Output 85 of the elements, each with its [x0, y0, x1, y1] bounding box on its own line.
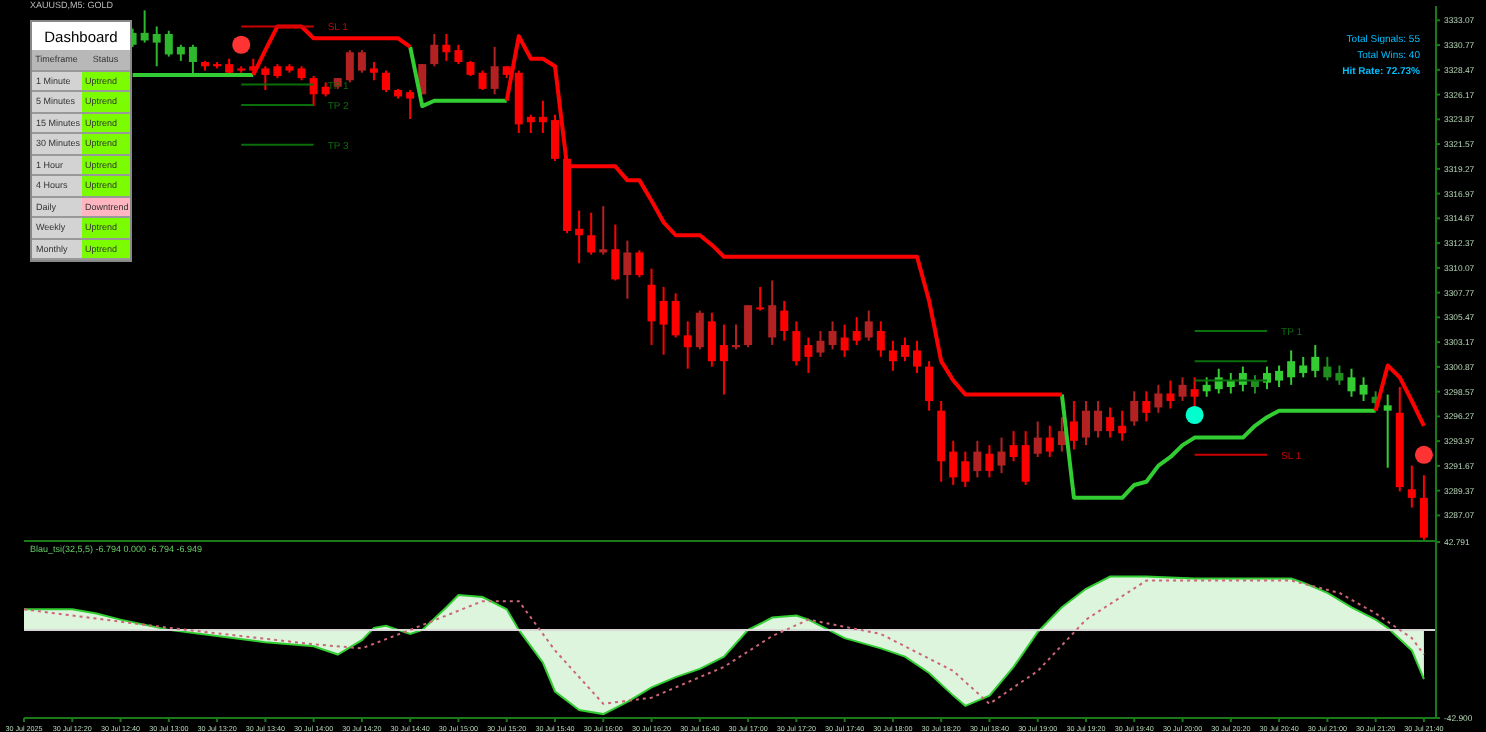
candlestick — [1202, 376, 1211, 398]
candlestick — [454, 43, 463, 66]
candlestick — [406, 88, 415, 121]
candlestick — [828, 320, 837, 351]
candlestick — [852, 316, 861, 347]
candlestick — [382, 69, 391, 94]
candlestick — [550, 113, 559, 162]
candlestick — [973, 439, 982, 479]
candlestick — [647, 267, 656, 347]
candlestick — [695, 309, 704, 351]
point — [232, 35, 251, 54]
candlestick — [1323, 355, 1332, 382]
candlestick — [538, 99, 547, 134]
candlestick — [888, 339, 897, 372]
candlestick — [1419, 474, 1428, 541]
candlestick — [876, 320, 885, 358]
candlestick — [780, 299, 789, 342]
candlestick — [840, 323, 849, 358]
candlestick — [659, 285, 668, 356]
candlestick — [1094, 400, 1103, 439]
candlestick — [430, 32, 439, 68]
candlestick — [1263, 365, 1272, 391]
candlestick — [707, 311, 716, 368]
candlestick — [623, 239, 632, 300]
candlestick — [671, 292, 680, 339]
candlestick — [816, 330, 825, 358]
candlestick — [1130, 390, 1139, 427]
candlestick — [961, 450, 970, 489]
candlestick — [804, 336, 813, 375]
candlestick — [611, 223, 620, 282]
candlestick — [188, 43, 197, 77]
candlestick — [1383, 393, 1392, 469]
candlestick — [140, 9, 149, 44]
candlestick — [490, 45, 499, 96]
candlestick — [1178, 376, 1187, 402]
candlestick — [925, 360, 934, 412]
candlestick — [1154, 383, 1163, 414]
candlestick — [792, 320, 801, 367]
candlestick — [1142, 390, 1151, 423]
candlestick — [683, 320, 692, 370]
candlestick — [1347, 367, 1356, 398]
candlestick — [575, 209, 584, 265]
candlestick — [1359, 376, 1368, 402]
point — [1185, 405, 1204, 425]
candlestick — [1287, 349, 1296, 386]
candlestick — [357, 49, 366, 74]
candlestick — [913, 339, 922, 375]
candlestick — [1299, 355, 1308, 379]
candlestick — [369, 60, 378, 82]
candlestick — [345, 49, 354, 84]
candlestick — [744, 304, 753, 349]
candlestick — [1021, 430, 1030, 486]
candlestick — [1081, 400, 1090, 447]
candlestick — [526, 113, 535, 134]
candlestick — [152, 25, 161, 68]
candlestick — [1166, 379, 1175, 410]
candlestick — [1407, 464, 1416, 509]
candlestick — [1118, 409, 1127, 442]
candlestick — [900, 336, 909, 363]
candlestick — [635, 249, 644, 279]
candlestick — [1311, 344, 1320, 379]
candlestick — [1275, 364, 1284, 389]
point — [1414, 445, 1433, 464]
candlestick — [164, 29, 173, 58]
candlestick — [587, 211, 596, 256]
candlestick — [1009, 430, 1018, 463]
candlestick — [1033, 420, 1042, 458]
candlestick — [1045, 424, 1054, 458]
candlestick — [732, 323, 740, 351]
candlestick — [1335, 364, 1344, 386]
candlestick — [442, 32, 451, 62]
candlestick — [864, 309, 873, 342]
candlestick — [768, 279, 777, 347]
candlestick — [261, 65, 270, 91]
candlestick — [949, 439, 958, 486]
candlestick — [719, 323, 728, 396]
candlestick — [1106, 406, 1115, 439]
candlestick — [985, 444, 994, 479]
candlestick — [1190, 376, 1199, 409]
candlestick — [478, 69, 487, 91]
candlestick — [997, 436, 1006, 475]
candlestick — [309, 74, 318, 108]
candlestick — [1069, 400, 1078, 451]
candlestick — [599, 205, 608, 256]
candlestick — [756, 285, 765, 312]
